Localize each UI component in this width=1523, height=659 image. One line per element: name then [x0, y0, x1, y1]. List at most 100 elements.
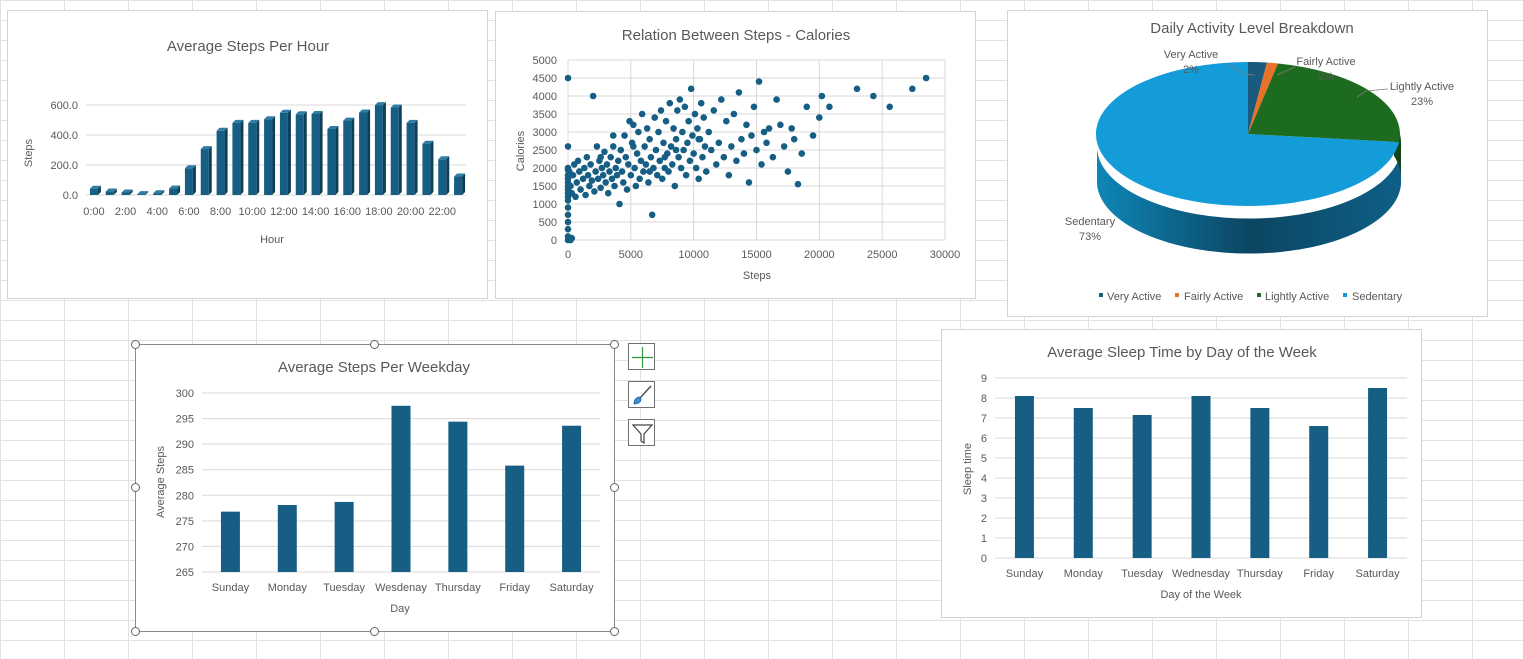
scatter-point: [622, 153, 630, 161]
x-tick-label: Sunday: [212, 582, 250, 594]
scatter-point: [609, 132, 617, 139]
resize-handle-top-right[interactable]: [610, 340, 619, 349]
resize-handle-top[interactable]: [370, 340, 379, 349]
scatter-point: [645, 179, 652, 186]
scatter-point: [753, 146, 760, 154]
x-tick-label: 12:00: [270, 206, 298, 218]
bar-side: [398, 104, 402, 195]
scatter-point: [794, 180, 802, 188]
scatter-point: [564, 197, 572, 204]
pie-label-very-active-pct: 2%: [1183, 64, 1199, 76]
scatter-point: [572, 193, 579, 201]
scatter-point: [692, 164, 700, 172]
resize-handle-bottom-left[interactable]: [131, 627, 140, 636]
x-tick-label: Monday: [268, 582, 308, 594]
bar: [1132, 415, 1152, 558]
scatter-point: [643, 125, 651, 132]
bar-side: [208, 146, 212, 195]
resize-handle-top-left[interactable]: [131, 340, 140, 349]
resize-handle-right[interactable]: [610, 483, 619, 492]
bar-top: [105, 188, 117, 192]
bar: [279, 112, 288, 195]
chart-steps-calories[interactable]: Relation Between Steps - Calories 0 500 10…: [495, 11, 976, 299]
scatter-point: [769, 153, 777, 161]
scatter-point: [745, 179, 753, 186]
scatter-point: [758, 161, 765, 168]
y-tick-label: 5000: [533, 55, 557, 67]
scatter-point: [691, 110, 699, 118]
scatter-point: [735, 89, 743, 96]
scatter-point: [588, 177, 596, 184]
y-tick-label: 2: [981, 513, 987, 525]
chart-activity-breakdown[interactable]: Daily Activity Level Breakdown Very Acti…: [1007, 10, 1488, 317]
scatter-point: [809, 132, 817, 139]
bar-side: [224, 127, 228, 195]
bar-top: [232, 119, 244, 123]
bar: [121, 192, 130, 195]
chart-title: Average Steps Per Hour: [167, 38, 329, 55]
x-axis-title: Day: [390, 603, 410, 615]
y-axis-title: Average Steps: [155, 446, 167, 518]
resize-handle-left[interactable]: [131, 483, 140, 492]
bar-top: [279, 109, 291, 113]
bar-top: [121, 189, 133, 193]
chart-sleep-time[interactable]: Average Sleep Time by Day of the Week 0 1…: [941, 329, 1422, 618]
scatter-point: [564, 225, 572, 233]
y-tick-label: 270: [176, 541, 194, 553]
scatter-point: [666, 99, 674, 107]
chart-styles-button[interactable]: [628, 381, 655, 408]
y-axis-title: Calories: [515, 130, 527, 171]
scatter-point: [614, 157, 622, 165]
chart-title: Daily Activity Level Breakdown: [1150, 20, 1353, 37]
chart-steps-per-hour[interactable]: Average Steps Per Hour 0.0 200.0 400.0 600.…: [7, 10, 488, 299]
pie-label-lightly-active-pct: 23%: [1411, 96, 1433, 108]
scatter-point: [594, 175, 602, 183]
scatter-point: [697, 99, 705, 107]
chart-elements-button[interactable]: [628, 343, 655, 370]
bar-top: [406, 119, 418, 123]
scatter-point: [733, 157, 740, 165]
pie-side-sedentary: [1097, 144, 1402, 254]
pie-label-fairly-active-pct: 2%: [1318, 71, 1334, 83]
resize-handle-bottom[interactable]: [370, 627, 379, 636]
y-tick-label: 2000: [533, 163, 557, 175]
legend-very-active: Very Active: [1107, 291, 1161, 303]
y-tick-label: 4500: [533, 73, 557, 85]
y-tick-label: 3: [981, 493, 987, 505]
bar-side: [462, 173, 466, 195]
scatter-point: [576, 168, 583, 175]
bar-side: [367, 109, 371, 195]
x-tick-label: 14:00: [302, 206, 330, 218]
scatter-point: [672, 146, 680, 154]
scatter-point: [625, 161, 632, 168]
chart-steps-per-weekday[interactable]: Average Steps Per Weekday 265 270 275 280 28…: [135, 344, 615, 632]
scatter-point: [612, 164, 620, 172]
scatter-point: [798, 150, 806, 157]
scatter-point: [642, 161, 650, 168]
bar: [359, 112, 368, 195]
scatter-point: [646, 135, 653, 143]
activity-breakdown-svg: Daily Activity Level Breakdown Very Acti…: [1065, 20, 1454, 303]
y-tick-label: 9: [981, 373, 987, 385]
scatter-point: [656, 157, 664, 165]
y-tick-label: 275: [176, 516, 194, 528]
bar-top: [454, 173, 466, 177]
scatter-point: [653, 171, 661, 179]
bar: [295, 114, 304, 195]
bar: [277, 505, 297, 572]
bar-side: [97, 185, 101, 195]
y-tick-label: 4: [981, 473, 987, 485]
scatter-point: [803, 103, 811, 111]
x-tick-label: 10000: [678, 249, 709, 261]
bar: [248, 122, 257, 195]
scatter-point: [586, 182, 593, 190]
y-tick-label: 4000: [533, 91, 557, 103]
bar-top: [343, 117, 355, 121]
bar-top: [327, 126, 339, 129]
resize-handle-bottom-right[interactable]: [610, 627, 619, 636]
scatter-point: [826, 103, 833, 111]
scatter-point: [630, 121, 637, 129]
scatter-point: [909, 85, 916, 93]
bar: [89, 188, 98, 195]
chart-filters-button[interactable]: [628, 419, 655, 446]
